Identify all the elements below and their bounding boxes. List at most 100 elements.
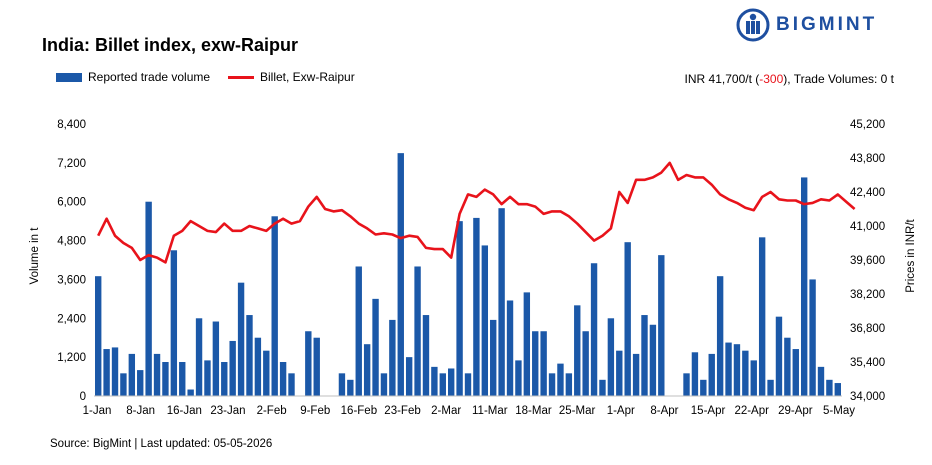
volume-bar	[498, 208, 505, 396]
volume-bar	[532, 331, 539, 396]
legend-item-price: Billet, Exw-Raipur	[228, 70, 355, 84]
volume-bar	[599, 379, 606, 396]
volume-bar	[111, 347, 119, 396]
volume-bar	[355, 266, 362, 396]
volume-bar	[128, 353, 136, 396]
volume-bar	[565, 373, 573, 396]
y-right-tick-label: 45,200	[850, 119, 885, 131]
volume-bar	[792, 349, 799, 396]
volume-bar	[775, 316, 783, 396]
price-change: -300	[759, 72, 784, 86]
volume-bar	[481, 245, 489, 396]
volume-bar	[548, 373, 556, 396]
y-right-tick-label: 43,800	[850, 153, 885, 165]
volume-bar	[254, 337, 262, 396]
x-tick-label: 9-Feb	[300, 405, 330, 417]
volume-bar	[137, 370, 144, 396]
y-axis-left-label: Volume in t	[29, 227, 41, 285]
volume-bar	[263, 350, 270, 396]
x-tick-label: 29-Apr	[778, 405, 813, 417]
x-tick-label: 16-Jan	[167, 405, 202, 417]
price-summary-suffix: ), Trade Volumes: 0 t	[783, 72, 894, 86]
y-left-tick-label: 3,600	[57, 274, 86, 286]
volume-bar	[750, 360, 757, 396]
y-right-tick-label: 35,400	[850, 357, 885, 369]
volume-bar	[557, 363, 564, 396]
volume-bar	[204, 360, 211, 396]
volume-bar	[800, 177, 808, 396]
volume-bar	[305, 331, 312, 396]
volume-bar	[145, 201, 152, 396]
volume-bar	[658, 255, 665, 396]
volume-bar	[700, 379, 707, 396]
volume-bar	[716, 276, 724, 396]
volume-bar	[195, 318, 203, 396]
volume-bar	[758, 237, 766, 396]
volume-bar	[363, 344, 371, 396]
volume-bar	[649, 324, 657, 396]
volume-bar	[464, 373, 472, 396]
x-tick-label: 5-May	[823, 405, 855, 417]
volume-bar	[439, 373, 446, 396]
volume-bar	[414, 266, 421, 396]
volume-bar	[683, 373, 690, 396]
volume-bar	[708, 353, 715, 396]
legend-label-price: Billet, Exw-Raipur	[260, 70, 355, 84]
x-tick-label: 2-Mar	[431, 405, 461, 417]
volume-bar	[826, 379, 833, 396]
volume-bar	[271, 216, 278, 396]
volume-bar	[95, 276, 102, 396]
volume-bar	[590, 263, 598, 396]
legend-label-volume: Reported trade volume	[88, 70, 211, 84]
volume-bar	[288, 373, 295, 396]
x-tick-label: 23-Jan	[210, 405, 245, 417]
y-left-tick-label: 6,000	[57, 197, 86, 209]
volume-bar	[347, 379, 354, 396]
volume-bar	[582, 331, 589, 396]
bigmint-logo-icon	[736, 8, 770, 42]
volume-bar	[632, 353, 640, 396]
volume-bar	[641, 315, 648, 396]
volume-bar	[456, 221, 463, 396]
source-note: Source: BigMint | Last updated: 05-05-20…	[50, 438, 273, 450]
volume-bar	[397, 153, 404, 396]
x-tick-label: 23-Feb	[384, 405, 420, 417]
volume-bar	[212, 321, 220, 396]
x-tick-label: 15-Apr	[691, 405, 726, 417]
volume-bar	[624, 242, 631, 396]
x-tick-label: 11-Mar	[472, 405, 508, 417]
volume-bar	[473, 217, 480, 396]
chart-title: India: Billet index, exw-Raipur	[42, 35, 299, 55]
volume-bar	[809, 279, 816, 396]
volume-bar	[170, 250, 178, 396]
volume-bar	[313, 337, 320, 396]
volume-bar	[767, 379, 774, 396]
volume-bar	[120, 373, 127, 396]
y-axis-right-label: Prices in INR/t	[905, 218, 917, 292]
y-right-tick-label: 42,400	[850, 187, 885, 199]
x-tick-label: 8-Apr	[650, 405, 678, 417]
volume-bar	[103, 349, 110, 396]
y-right-tick-label: 38,200	[850, 289, 885, 301]
volume-bar	[237, 282, 245, 396]
volume-bar	[405, 357, 413, 396]
volume-bar	[784, 337, 791, 396]
y-right-tick-label: 39,600	[850, 255, 885, 267]
y-left-tick-label: 4,800	[57, 236, 86, 248]
x-tick-label: 2-Feb	[257, 405, 287, 417]
volume-bar	[742, 350, 749, 396]
x-tick-label: 8-Jan	[126, 405, 155, 417]
x-tick-label: 18-Mar	[515, 405, 552, 417]
y-right-tick-label: 34,000	[850, 391, 885, 403]
y-left-tick-label: 1,200	[57, 352, 86, 364]
volume-bar	[540, 331, 547, 396]
legend-swatch-line	[228, 75, 254, 79]
brand-name: BIGMINT	[776, 14, 878, 35]
volume-bar	[817, 366, 825, 396]
price-summary: INR 41,700/t (-300), Trade Volumes: 0 t	[685, 72, 894, 86]
volume-bar	[187, 389, 194, 396]
volume-bar	[389, 319, 396, 396]
legend-item-volume: Reported trade volume	[56, 70, 210, 84]
y-left-tick-label: 7,200	[57, 158, 86, 170]
volume-bar	[279, 362, 287, 396]
